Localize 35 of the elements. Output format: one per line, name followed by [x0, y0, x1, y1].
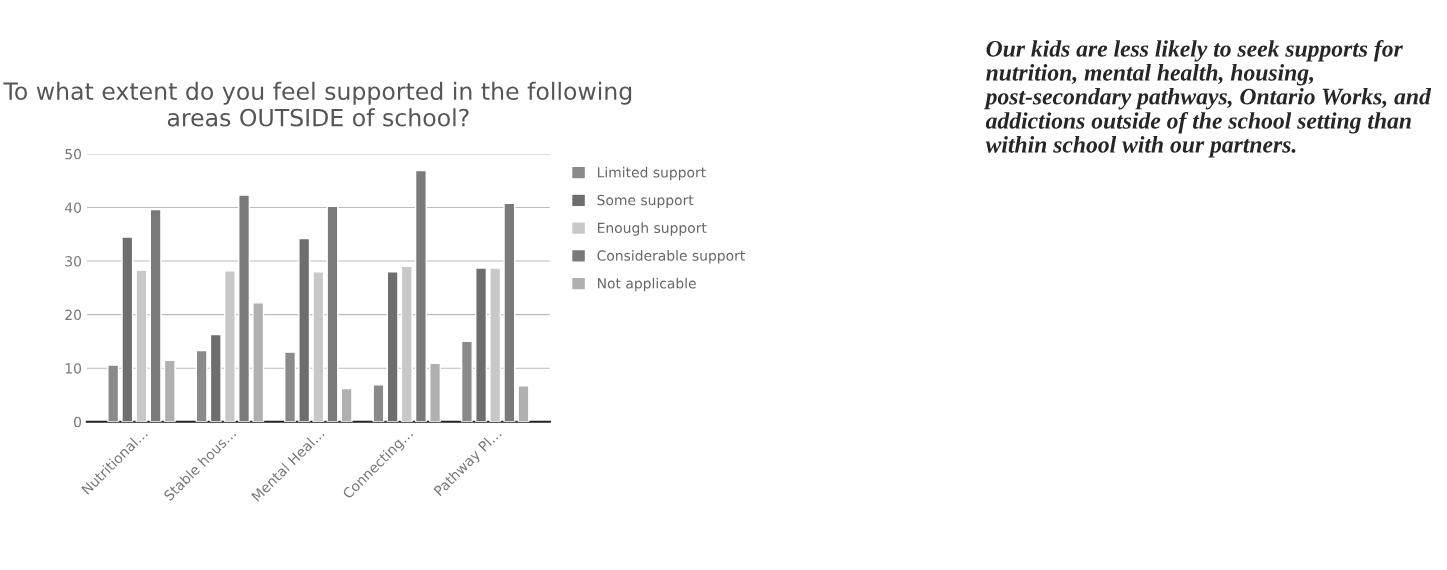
y-tick-label: 30	[65, 256, 82, 267]
bar	[475, 267, 488, 422]
bar	[149, 208, 162, 422]
bar	[372, 384, 385, 422]
y-tick-label: 0	[74, 416, 82, 428]
legend-label: Enough support	[597, 222, 707, 236]
y-tick-label: 50	[65, 148, 82, 160]
bar	[107, 364, 120, 422]
bar	[460, 340, 473, 422]
bar	[340, 387, 353, 422]
bar	[326, 205, 339, 422]
bar	[312, 271, 325, 422]
bar	[284, 351, 297, 422]
legend-label: Limited support	[597, 166, 706, 181]
legend-label: Some support	[597, 194, 694, 209]
bar	[489, 267, 502, 422]
bar	[298, 237, 311, 422]
legend-label: Considerable support	[597, 250, 745, 264]
chart-title: To what extent do you feel supported in the following areas OUTSIDE of school?	[3, 81, 632, 127]
bar	[209, 333, 222, 422]
bar	[503, 202, 516, 422]
y-tick-label: 20	[65, 309, 82, 321]
text: Our kids are less likely to seek supports for nutrition, mental health, housing, post-secondary pathways, Ontario Works, and addictions outside of the school setting than within school with our partners.	[983, 39, 1432, 158]
bar	[195, 349, 208, 422]
bar	[414, 169, 427, 422]
y-tick-label: 10	[65, 363, 82, 374]
bar	[517, 385, 530, 422]
legend-label: Not applicable	[597, 277, 696, 292]
bar	[238, 194, 251, 422]
bar	[135, 269, 148, 422]
bar	[386, 271, 399, 422]
bar	[223, 270, 236, 422]
bar	[121, 236, 134, 422]
bar	[400, 265, 413, 422]
y-tick-label: 40	[64, 202, 82, 213]
